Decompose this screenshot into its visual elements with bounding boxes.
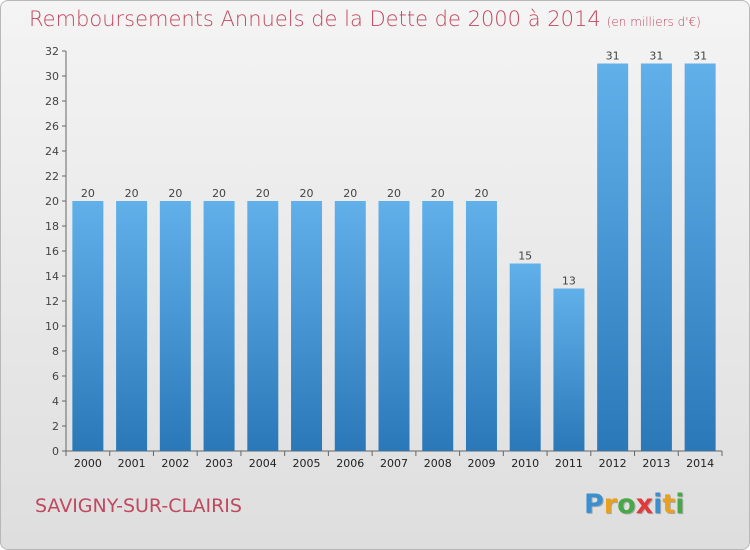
data-label: 20 (81, 187, 95, 200)
logo-letter: o (617, 489, 636, 520)
x-tick-label: 2005 (293, 457, 321, 470)
logo-letter: i (653, 489, 663, 520)
data-label: 13 (562, 275, 576, 288)
data-label: 20 (168, 187, 182, 200)
y-tick-label: 0 (52, 445, 59, 458)
y-tick-label: 6 (52, 370, 59, 383)
bar (159, 201, 191, 451)
y-tick-label: 14 (45, 270, 59, 283)
data-label: 20 (256, 187, 270, 200)
data-label: 20 (474, 187, 488, 200)
data-label: 20 (300, 187, 314, 200)
bar (247, 201, 279, 451)
x-tick-label: 2010 (511, 457, 539, 470)
x-tick-label: 2003 (205, 457, 233, 470)
y-tick-label: 20 (45, 195, 59, 208)
y-tick-label: 22 (45, 170, 59, 183)
data-label: 31 (606, 50, 620, 63)
data-label: 20 (212, 187, 226, 200)
bar (684, 63, 716, 451)
y-tick-label: 24 (45, 145, 59, 158)
bar (553, 288, 585, 451)
x-tick-label: 2013 (642, 457, 670, 470)
x-tick-label: 2002 (161, 457, 189, 470)
y-tick-label: 8 (52, 345, 59, 358)
chart-title-main: Remboursements Annuels de la Dette de 20… (29, 7, 601, 31)
chart-title: Remboursements Annuels de la Dette de 20… (29, 7, 701, 31)
logo-letter: t (662, 489, 676, 520)
data-label: 31 (649, 50, 663, 63)
y-tick-label: 30 (45, 70, 59, 83)
commune-name: SAVIGNY-SUR-CLAIRIS (35, 495, 242, 517)
x-tick-label: 2009 (467, 457, 495, 470)
data-label: 31 (693, 50, 707, 63)
chart-title-unit: (en milliers d'€) (606, 15, 701, 29)
x-tick-label: 2012 (599, 457, 627, 470)
x-tick-label: 2007 (380, 457, 408, 470)
proxiti-logo: Proxiti (584, 489, 685, 520)
y-tick-label: 12 (45, 295, 59, 308)
bar (291, 201, 323, 451)
y-tick-label: 10 (45, 320, 59, 333)
data-label: 20 (387, 187, 401, 200)
y-tick-label: 28 (45, 95, 59, 108)
logo-letter: i (675, 489, 685, 520)
bar (509, 263, 541, 451)
logo-letter: r (603, 489, 618, 520)
data-label: 15 (518, 250, 532, 263)
x-tick-label: 2001 (118, 457, 146, 470)
bar (334, 201, 366, 451)
bar (378, 201, 410, 451)
logo-letter: P (584, 489, 604, 520)
y-tick-label: 18 (45, 220, 59, 233)
x-tick-label: 2014 (686, 457, 714, 470)
y-tick-label: 32 (45, 45, 59, 58)
y-tick-label: 16 (45, 245, 59, 258)
data-label: 20 (343, 187, 357, 200)
bar (597, 63, 629, 451)
bar (116, 201, 148, 451)
bar (203, 201, 235, 451)
logo-letter: x (635, 489, 654, 520)
data-label: 20 (431, 187, 445, 200)
bar (640, 63, 672, 451)
bar (422, 201, 454, 451)
bar (72, 201, 104, 451)
y-tick-label: 26 (45, 120, 59, 133)
data-label: 20 (125, 187, 139, 200)
x-tick-label: 2004 (249, 457, 277, 470)
x-tick-label: 2011 (555, 457, 583, 470)
y-tick-label: 2 (52, 420, 59, 433)
y-tick-label: 4 (52, 395, 59, 408)
x-tick-label: 2000 (74, 457, 102, 470)
bar (465, 201, 497, 451)
x-tick-label: 2006 (336, 457, 364, 470)
x-tick-label: 2008 (424, 457, 452, 470)
